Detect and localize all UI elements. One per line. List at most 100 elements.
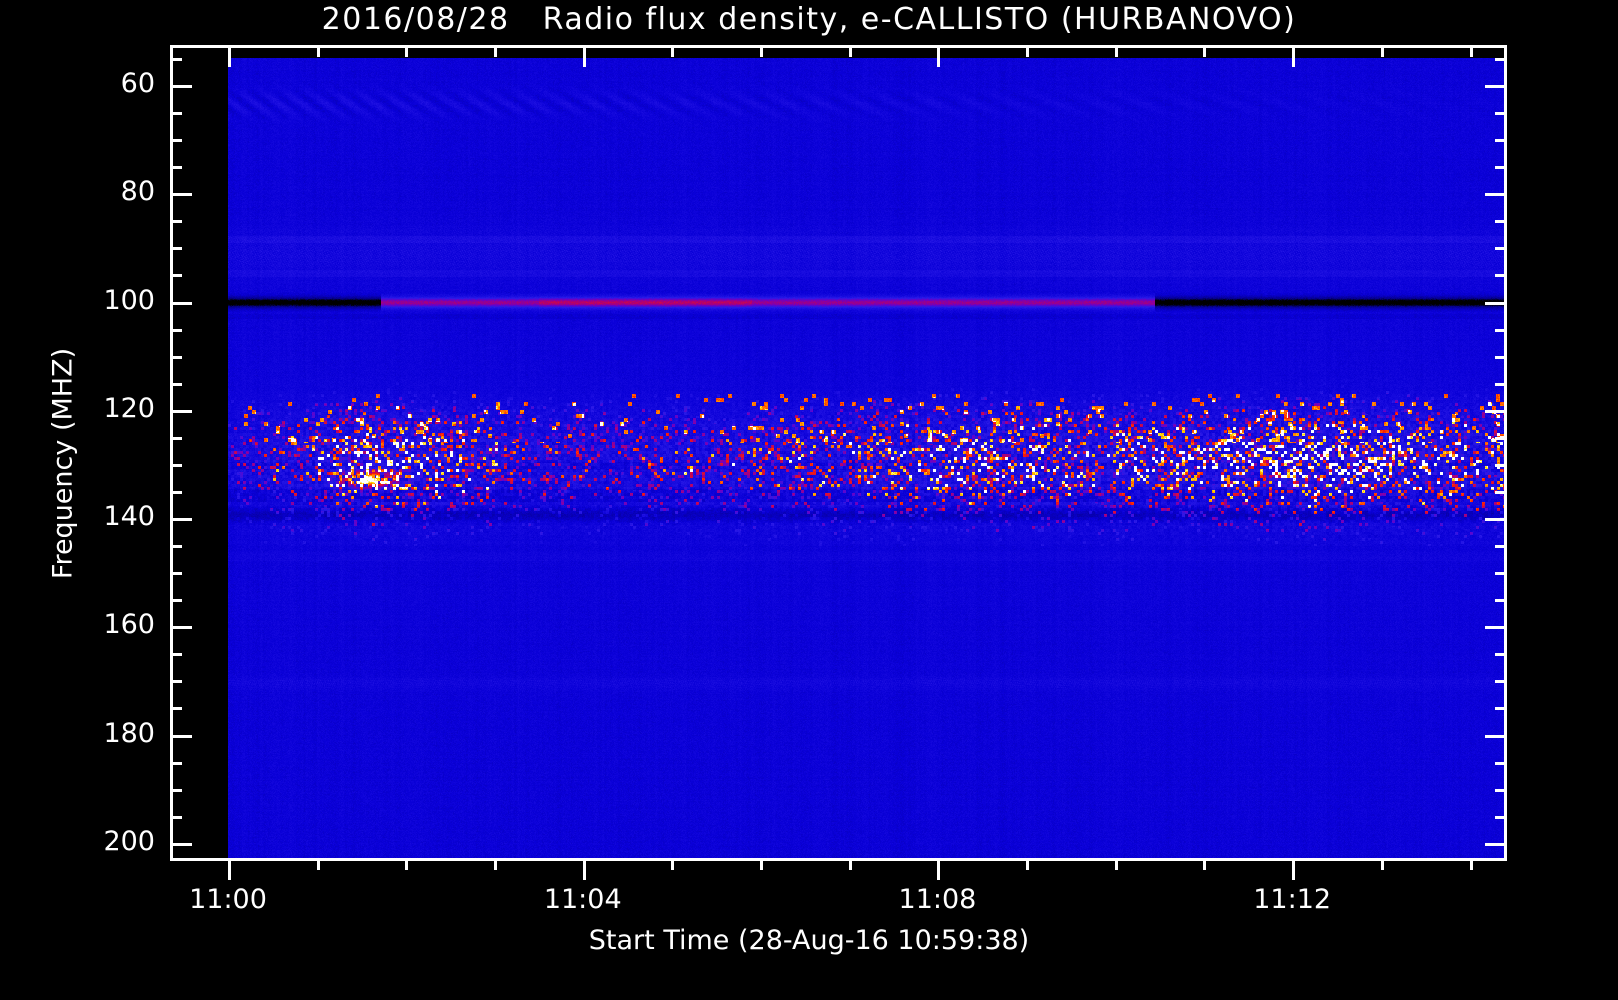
y-tick-right-135 — [1495, 491, 1507, 494]
x-tick-top-12 — [1292, 45, 1295, 67]
x-axis-title: Start Time (28-Aug-16 10:59:38) — [588, 925, 1030, 956]
x-tick-top-14 — [1470, 45, 1473, 57]
x-tick-top-4 — [583, 45, 586, 67]
y-tick-right-65 — [1495, 112, 1507, 115]
x-tick-7 — [849, 858, 852, 870]
x-tick-top-11 — [1203, 45, 1206, 57]
y-tick-120 — [170, 410, 192, 413]
y-tick-right-145 — [1495, 545, 1507, 548]
x-tick-2 — [405, 858, 408, 870]
x-tick-9 — [1026, 858, 1029, 870]
page-title: 2016/08/28 Radio flux density, e-CALLIST… — [321, 2, 1297, 37]
y-tick-right-180 — [1485, 735, 1507, 738]
y-tick-label-100: 100 — [103, 284, 155, 316]
y-tick-right-130 — [1495, 464, 1507, 467]
x-tick-10 — [1115, 858, 1118, 870]
y-tick-label-80: 80 — [120, 176, 155, 208]
y-tick-80 — [170, 193, 192, 196]
y-tick-100 — [170, 302, 192, 305]
x-tick-12 — [1292, 858, 1295, 880]
y-tick-right-100 — [1485, 302, 1507, 305]
y-tick-135 — [170, 491, 182, 494]
x-tick-13 — [1381, 858, 1384, 870]
plot-frame — [170, 45, 1507, 861]
y-tick-right-125 — [1495, 437, 1507, 440]
x-tick-top-7 — [849, 45, 852, 57]
y-tick-right-185 — [1495, 762, 1507, 765]
y-tick-90 — [170, 247, 182, 250]
y-tick-95 — [170, 274, 182, 277]
y-tick-right-85 — [1495, 220, 1507, 223]
y-tick-right-75 — [1495, 166, 1507, 169]
y-tick-right-110 — [1495, 356, 1507, 359]
y-tick-right-150 — [1495, 572, 1507, 575]
y-tick-140 — [170, 518, 192, 521]
x-tick-14 — [1470, 858, 1473, 870]
x-tick-top-10 — [1115, 45, 1118, 57]
y-tick-175 — [170, 707, 182, 710]
y-tick-right-120 — [1485, 410, 1507, 413]
y-tick-right-160 — [1485, 626, 1507, 629]
y-tick-label-160: 160 — [103, 609, 155, 641]
x-tick-6 — [760, 858, 763, 870]
x-tick-8 — [937, 858, 940, 880]
y-tick-145 — [170, 545, 182, 548]
y-tick-105 — [170, 329, 182, 332]
y-tick-right-155 — [1495, 599, 1507, 602]
y-tick-label-140: 140 — [103, 501, 155, 533]
x-tick-4 — [583, 858, 586, 880]
y-tick-right-80 — [1485, 193, 1507, 196]
x-tick-top-13 — [1381, 45, 1384, 57]
x-tick-top-8 — [937, 45, 940, 67]
x-tick-top-3 — [494, 45, 497, 57]
x-tick-label-11-04: 11:04 — [543, 884, 622, 915]
x-tick-label-11-00: 11:00 — [189, 884, 267, 915]
x-tick-top-0 — [228, 45, 231, 67]
y-tick-130 — [170, 464, 182, 467]
y-tick-155 — [170, 599, 182, 602]
y-tick-label-200: 200 — [103, 825, 155, 857]
y-tick-75 — [170, 166, 182, 169]
y-tick-160 — [170, 626, 192, 629]
y-tick-right-105 — [1495, 329, 1507, 332]
x-tick-3 — [494, 858, 497, 870]
y-tick-right-55 — [1495, 58, 1507, 61]
x-tick-11 — [1203, 858, 1206, 870]
y-tick-115 — [170, 383, 182, 386]
x-tick-top-5 — [671, 45, 674, 57]
y-tick-170 — [170, 680, 182, 683]
x-tick-1 — [317, 858, 320, 870]
y-tick-right-60 — [1485, 85, 1507, 88]
y-tick-70 — [170, 139, 182, 142]
x-tick-0 — [228, 858, 231, 880]
y-axis-title: Frequency (MHZ) — [47, 347, 79, 580]
y-tick-65 — [170, 112, 182, 115]
y-tick-right-95 — [1495, 274, 1507, 277]
y-tick-right-90 — [1495, 247, 1507, 250]
y-tick-165 — [170, 653, 182, 656]
y-tick-right-170 — [1495, 680, 1507, 683]
x-tick-label-11-12: 11:12 — [1253, 884, 1332, 915]
y-tick-190 — [170, 789, 182, 792]
x-tick-top-6 — [760, 45, 763, 57]
x-tick-top-1 — [317, 45, 320, 57]
y-tick-150 — [170, 572, 182, 575]
y-tick-right-140 — [1485, 518, 1507, 521]
y-tick-125 — [170, 437, 182, 440]
x-tick-5 — [671, 858, 674, 870]
y-tick-label-60: 60 — [120, 68, 155, 100]
spectrogram-image — [228, 58, 1505, 859]
x-tick-top-9 — [1026, 45, 1029, 57]
y-tick-right-195 — [1495, 816, 1507, 819]
y-tick-195 — [170, 816, 182, 819]
y-tick-200 — [170, 843, 192, 846]
y-tick-label-180: 180 — [103, 717, 155, 749]
y-tick-right-115 — [1495, 383, 1507, 386]
y-tick-185 — [170, 762, 182, 765]
x-tick-top-2 — [405, 45, 408, 57]
y-tick-180 — [170, 735, 192, 738]
y-tick-110 — [170, 356, 182, 359]
y-tick-right-70 — [1495, 139, 1507, 142]
x-tick-label-11-08: 11:08 — [898, 884, 977, 915]
